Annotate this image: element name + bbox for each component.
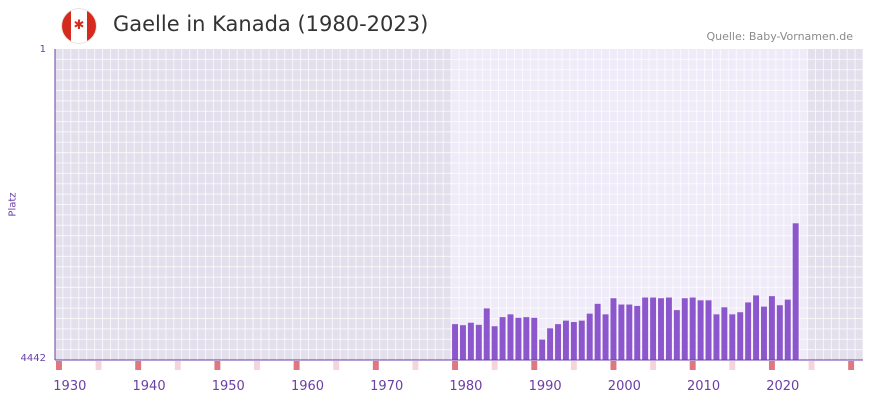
bar-1982	[483, 308, 490, 360]
bar-2020	[784, 299, 791, 360]
bar-1991	[555, 324, 561, 360]
bar-1983	[491, 326, 498, 360]
decade-marker-1968	[372, 361, 379, 370]
y-tick-top: 1	[39, 44, 46, 55]
source-label: Quelle: Baby-Vornamen.de	[706, 30, 853, 43]
half-decade-marker-1933	[95, 361, 102, 370]
x-tick-label-1980: 1980	[449, 379, 482, 394]
bar-2010	[705, 300, 712, 360]
x-tick-label-1950: 1950	[212, 379, 245, 394]
bar-2003	[650, 297, 657, 360]
bar-1980	[467, 322, 474, 360]
decade-marker-1958	[293, 361, 300, 370]
bar-2015	[745, 302, 752, 360]
bar-1995	[586, 313, 593, 360]
bar-1985	[507, 314, 514, 360]
x-tick-label-2010: 2010	[687, 379, 720, 394]
bar-2017	[761, 306, 767, 360]
half-decade-marker-1973	[412, 361, 419, 370]
bar-1994	[578, 320, 585, 360]
x-tick-label-2020: 2020	[766, 379, 799, 394]
bar-2008	[689, 297, 696, 360]
bar-1998	[610, 298, 617, 360]
bar-2007	[681, 298, 688, 360]
half-decade-marker-2013	[729, 361, 736, 370]
bar-1997	[602, 314, 609, 360]
bar-2018	[768, 296, 775, 360]
x-tick-label-2000: 2000	[608, 379, 641, 394]
x-tick-label-1960: 1960	[291, 379, 324, 394]
half-decade-marker-1983	[491, 361, 498, 370]
bar-2002	[642, 297, 649, 360]
bar-1992	[562, 320, 569, 360]
bar-1978	[452, 324, 458, 360]
bar-1989	[539, 339, 546, 360]
decade-marker-1998	[610, 361, 617, 370]
decade-marker-1948	[214, 361, 221, 370]
x-tick-label-1940: 1940	[133, 379, 166, 394]
bar-1987	[523, 317, 530, 360]
bar-1988	[531, 317, 538, 360]
decade-marker-1938	[135, 361, 142, 370]
bar-2004	[658, 298, 664, 360]
canada-flag-icon: ✱	[62, 9, 96, 43]
half-decade-marker-1963	[333, 361, 340, 370]
bar-2021	[792, 223, 799, 360]
x-tick-label-1990: 1990	[529, 379, 562, 394]
chart-header: ✱ Gaelle in Kanada (1980-2023) Quelle: B…	[0, 0, 873, 50]
bar-2009	[697, 300, 704, 360]
decade-marker-2018	[768, 361, 775, 370]
decade-marker-2008	[689, 361, 696, 370]
bar-1979	[460, 325, 466, 360]
bar-1986	[515, 317, 522, 360]
bar-1984	[499, 317, 506, 360]
bar-2006	[673, 310, 680, 360]
bar-2011	[713, 314, 720, 360]
bar-1990	[547, 328, 554, 360]
y-tick-bottom: 4442	[20, 353, 46, 364]
bar-2000	[626, 304, 633, 360]
half-decade-marker-1953	[254, 361, 260, 370]
bar-1981	[475, 324, 482, 360]
decade-marker-1988	[531, 361, 538, 370]
bar-2012	[721, 307, 728, 360]
half-decade-marker-2023	[808, 361, 815, 370]
bar-2013	[729, 314, 736, 360]
y-axis-label: Platz	[7, 192, 19, 217]
bar-2001	[634, 305, 641, 360]
flag-right-band	[87, 9, 96, 43]
maple-leaf-icon: ✱	[73, 18, 85, 33]
decade-marker-2028	[848, 361, 855, 370]
half-decade-marker-2003	[650, 361, 657, 370]
chart-title: Gaelle in Kanada (1980-2023)	[113, 12, 429, 36]
x-tick-label-1930: 1930	[53, 379, 86, 394]
decade-marker-1978	[452, 361, 458, 370]
bar-2016	[753, 295, 760, 360]
bar-2014	[737, 312, 744, 360]
half-decade-marker-1993	[570, 361, 577, 370]
half-decade-marker-1943	[174, 361, 181, 370]
x-tick-label-1970: 1970	[370, 379, 403, 394]
bar-2005	[665, 297, 672, 360]
bar-1993	[570, 322, 577, 360]
bar-1999	[618, 304, 625, 360]
bar-1996	[594, 303, 601, 360]
flag-left-band	[62, 9, 71, 43]
bar-2019	[776, 305, 783, 360]
decade-marker-1928	[56, 361, 62, 370]
